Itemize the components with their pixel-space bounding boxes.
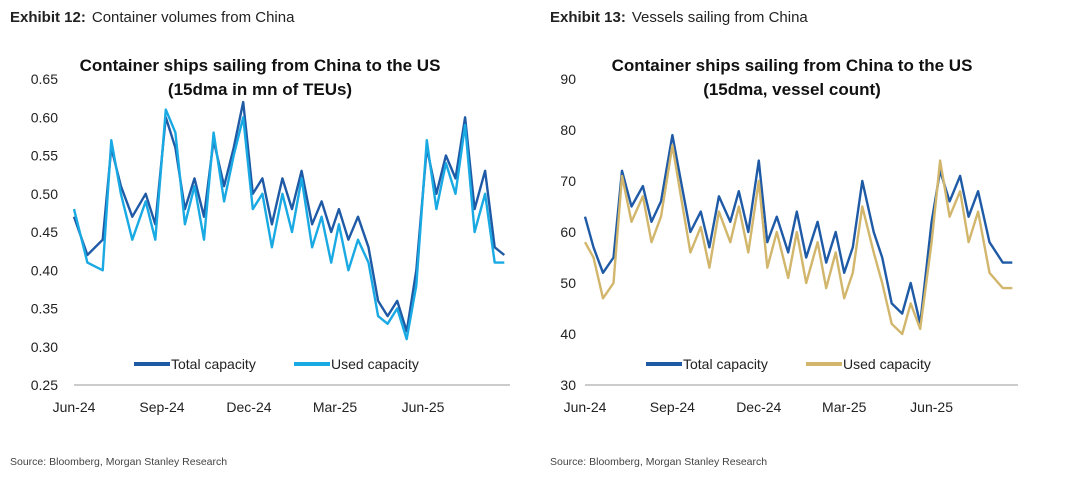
chart-title-line2: (15dma, vessel count): [703, 80, 881, 99]
container-volumes-chart: Container ships sailing from China to th…: [31, 56, 510, 415]
x-tick-label: Dec-24: [736, 399, 781, 415]
y-tick-label: 0.25: [31, 377, 58, 393]
x-tick-label: Sep-24: [650, 399, 695, 415]
chart-title-line1: Container ships sailing from China to th…: [80, 56, 441, 75]
y-tick-label: 0.50: [31, 186, 58, 202]
y-tick-label: 0.30: [31, 339, 58, 355]
exhibit-13-panel: Exhibit 13: Vessels sailing from China Co…: [540, 0, 1070, 487]
y-tick-label: 40: [560, 326, 576, 342]
x-tick-label: Mar-25: [313, 399, 358, 415]
y-tick-label: 0.55: [31, 148, 58, 164]
exhibit-label: Exhibit 12:: [10, 9, 86, 26]
x-tick-label: Jun-25: [910, 399, 953, 415]
y-tick-label: 0.45: [31, 224, 58, 240]
exhibit-heading: Exhibit 13: Vessels sailing from China: [550, 9, 808, 26]
y-tick-label: 0.40: [31, 262, 58, 278]
legend-label: Used capacity: [331, 356, 419, 372]
y-tick-label: 0.65: [31, 71, 58, 87]
exhibit-label: Exhibit 13:: [550, 9, 626, 26]
x-tick-label: Jun-25: [402, 399, 445, 415]
exhibit-heading: Exhibit 12: Container volumes from China: [10, 9, 294, 26]
series-line-used-capacity: [72, 108, 505, 341]
vessel-count-chart: Container ships sailing from China to th…: [560, 56, 1018, 415]
x-tick-label: Jun-24: [564, 399, 607, 415]
y-tick-label: 70: [560, 173, 576, 189]
exhibit-title: Vessels sailing from China: [631, 9, 808, 26]
x-tick-label: Jun-24: [53, 399, 96, 415]
x-tick-label: Mar-25: [822, 399, 867, 415]
y-tick-label: 90: [560, 71, 576, 87]
chart-title-line1: Container ships sailing from China to th…: [612, 56, 973, 75]
y-tick-label: 0.35: [31, 301, 58, 317]
y-tick-label: 0.60: [31, 109, 58, 125]
y-tick-label: 50: [560, 275, 576, 291]
series-line-used-capacity: [583, 144, 1013, 336]
legend-label: Used capacity: [843, 356, 931, 372]
legend-label: Total capacity: [683, 356, 768, 372]
exhibit-12-panel: Exhibit 12: Container volumes from China …: [0, 0, 530, 487]
exhibit-title: Container volumes from China: [91, 9, 295, 26]
y-tick-label: 30: [560, 377, 576, 393]
y-tick-label: 80: [560, 122, 576, 138]
chart-title-line2: (15dma in mn of TEUs): [168, 80, 352, 99]
source-note: Source: Bloomberg, Morgan Stanley Resear…: [10, 456, 228, 468]
x-tick-label: Dec-24: [226, 399, 271, 415]
legend-label: Total capacity: [171, 356, 256, 372]
y-tick-label: 60: [560, 224, 576, 240]
x-tick-label: Sep-24: [139, 399, 184, 415]
source-note: Source: Bloomberg, Morgan Stanley Resear…: [550, 456, 768, 468]
